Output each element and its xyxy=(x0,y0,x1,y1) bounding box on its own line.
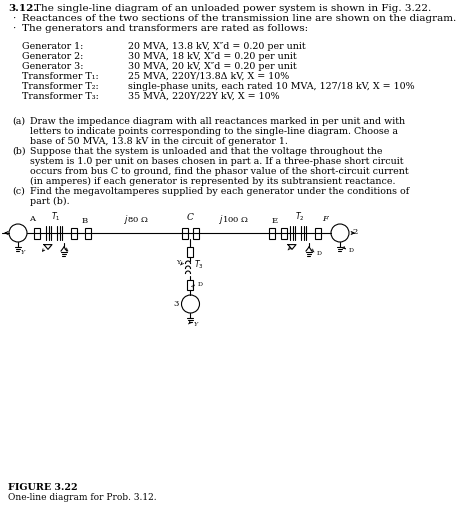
Text: Y: Y xyxy=(193,322,198,327)
Text: B: B xyxy=(82,217,88,225)
Text: letters to indicate points corresponding to the single-line diagram. Choose a: letters to indicate points corresponding… xyxy=(30,127,398,136)
Text: base of 50 MVA, 13.8 kV in the circuit of generator 1.: base of 50 MVA, 13.8 kV in the circuit o… xyxy=(30,137,288,146)
Bar xyxy=(188,247,193,257)
Text: (c): (c) xyxy=(12,187,25,196)
Text: $T_2$: $T_2$ xyxy=(295,210,305,223)
Text: E: E xyxy=(272,217,278,225)
Text: Transformer T₂:: Transformer T₂: xyxy=(22,82,99,91)
Bar xyxy=(193,227,199,239)
Bar xyxy=(269,227,275,239)
Text: D: D xyxy=(317,251,322,256)
Text: Y: Y xyxy=(176,261,181,266)
Text: 20 MVA, 13.8 kV, X″d = 0.20 per unit: 20 MVA, 13.8 kV, X″d = 0.20 per unit xyxy=(128,42,306,51)
Bar xyxy=(85,227,91,239)
Text: single-phase units, each rated 10 MVA, 127/18 kV, X = 10%: single-phase units, each rated 10 MVA, 1… xyxy=(128,82,415,91)
Text: 25 MVA, 220Y/13.8Δ kV, X = 10%: 25 MVA, 220Y/13.8Δ kV, X = 10% xyxy=(128,72,289,81)
Text: Generator 1:: Generator 1: xyxy=(22,42,83,51)
Text: One-line diagram for Prob. 3.12.: One-line diagram for Prob. 3.12. xyxy=(8,493,156,502)
Text: Suppose that the system is unloaded and that the voltage throughout the: Suppose that the system is unloaded and … xyxy=(30,147,383,156)
Text: F: F xyxy=(322,215,328,223)
Text: 35 MVA, 220Y/22Y kV, X = 10%: 35 MVA, 220Y/22Y kV, X = 10% xyxy=(128,92,280,101)
Text: (a): (a) xyxy=(12,117,25,126)
Text: 30 MVA, 18 kV, X″d = 0.20 per unit: 30 MVA, 18 kV, X″d = 0.20 per unit xyxy=(128,52,297,61)
Text: 2: 2 xyxy=(352,228,357,236)
Bar xyxy=(71,227,77,239)
Text: The generators and transformers are rated as follows:: The generators and transformers are rate… xyxy=(22,24,308,33)
Text: $T_1$: $T_1$ xyxy=(51,210,61,223)
Bar xyxy=(281,227,287,239)
Text: Y: Y xyxy=(21,250,25,255)
Text: ·: · xyxy=(12,14,15,23)
Bar xyxy=(188,280,193,290)
Bar xyxy=(182,227,188,239)
Text: Transformer T₁:: Transformer T₁: xyxy=(22,72,99,81)
Text: 3.12.: 3.12. xyxy=(8,4,37,13)
Text: 3: 3 xyxy=(173,300,179,308)
Text: Transformer T₃:: Transformer T₃: xyxy=(22,92,99,101)
Bar xyxy=(34,227,40,239)
Text: Reactances of the two sections of the transmission line are shown on the diagram: Reactances of the two sections of the tr… xyxy=(22,14,456,23)
Text: The single-line diagram of an unloaded power system is shown in Fig. 3.22.: The single-line diagram of an unloaded p… xyxy=(34,4,431,13)
Text: A: A xyxy=(29,215,35,223)
Text: Find the megavoltamperes supplied by each generator under the conditions of: Find the megavoltamperes supplied by eac… xyxy=(30,187,409,196)
Text: D: D xyxy=(349,248,354,253)
Text: ·: · xyxy=(12,24,15,33)
Text: D: D xyxy=(198,282,202,287)
Text: C: C xyxy=(187,213,194,222)
Text: occurs from bus C to ground, find the phasor value of the short-circuit current: occurs from bus C to ground, find the ph… xyxy=(30,167,409,176)
Text: (in amperes) if each generator is represented by its subtransient reactance.: (in amperes) if each generator is repres… xyxy=(30,177,395,186)
Text: part (b).: part (b). xyxy=(30,197,70,206)
Text: Generator 3:: Generator 3: xyxy=(22,62,83,71)
Bar xyxy=(315,227,321,239)
Text: Draw the impedance diagram with all reactances marked in per unit and with: Draw the impedance diagram with all reac… xyxy=(30,117,405,126)
Text: system is 1.0 per unit on bases chosen in part a. If a three-phase short circuit: system is 1.0 per unit on bases chosen i… xyxy=(30,157,403,166)
Text: FIGURE 3.22: FIGURE 3.22 xyxy=(8,483,78,492)
Text: Generator 2:: Generator 2: xyxy=(22,52,83,61)
Text: $T_3$: $T_3$ xyxy=(194,259,204,271)
Text: (b): (b) xyxy=(12,147,26,156)
Text: 30 MVA, 20 kV, X″d = 0.20 per unit: 30 MVA, 20 kV, X″d = 0.20 per unit xyxy=(128,62,297,71)
Text: $j$80 Ω: $j$80 Ω xyxy=(124,213,149,226)
Text: $j$100 Ω: $j$100 Ω xyxy=(219,213,249,226)
